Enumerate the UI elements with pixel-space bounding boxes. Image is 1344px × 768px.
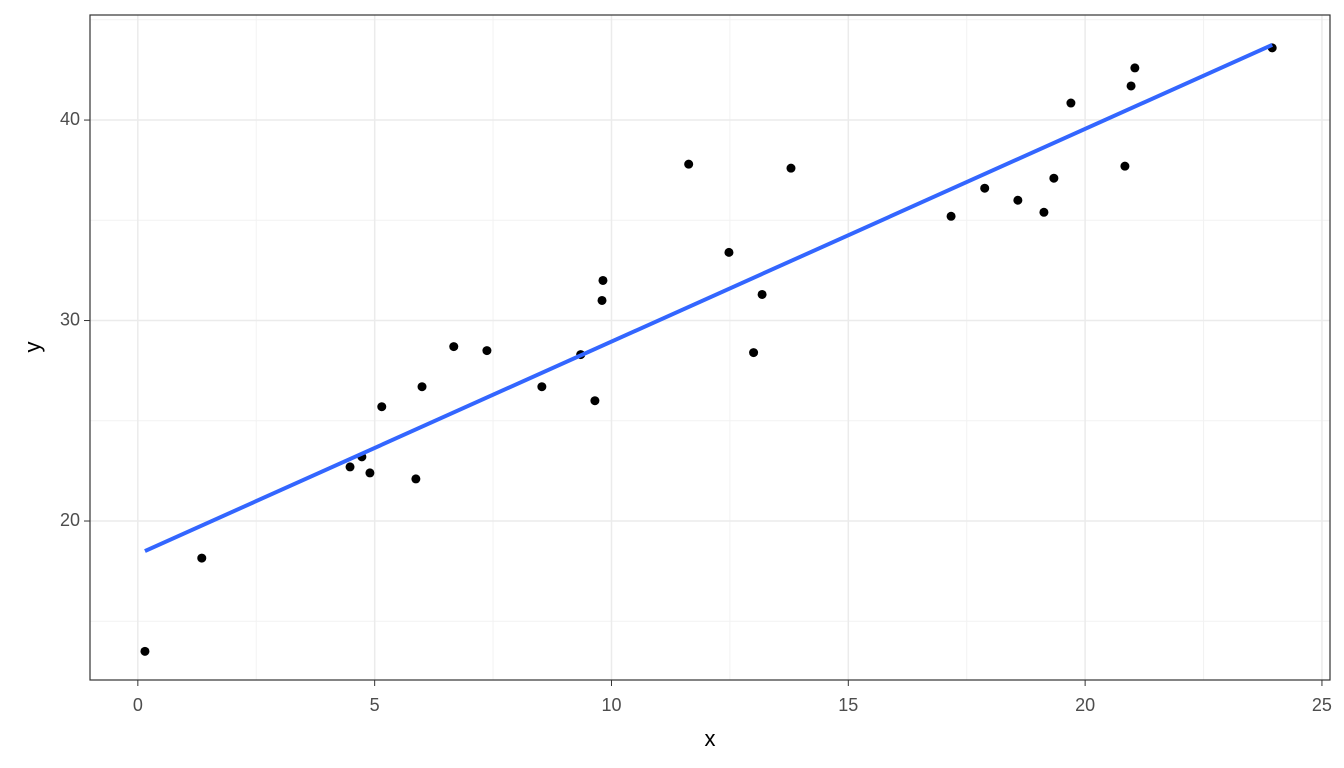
point: [411, 474, 421, 484]
point: [377, 402, 387, 412]
point: [449, 342, 459, 352]
x-axis-label: x: [705, 726, 716, 751]
point: [365, 468, 375, 478]
point: [1039, 207, 1049, 217]
point: [482, 346, 492, 356]
point: [980, 183, 990, 193]
point: [1013, 195, 1023, 205]
point: [1066, 98, 1076, 108]
x-tick-label: 0: [133, 695, 143, 715]
point: [1120, 161, 1130, 171]
point: [417, 382, 427, 392]
point: [537, 382, 547, 392]
y-tick-label: 40: [60, 109, 80, 129]
plot-border: [89, 14, 1331, 681]
x-tick-label: 15: [838, 695, 858, 715]
point: [946, 211, 956, 221]
y-axis-label: y: [20, 342, 45, 353]
point: [1126, 81, 1136, 91]
point: [590, 396, 600, 406]
point: [786, 163, 796, 173]
trend-line: [144, 43, 1274, 553]
point: [1130, 63, 1140, 73]
point: [684, 159, 694, 169]
point: [724, 247, 734, 257]
point: [1049, 173, 1059, 183]
point: [749, 348, 759, 358]
point: [598, 275, 608, 285]
x-tick-label: 10: [601, 695, 621, 715]
x-tick-label: 20: [1075, 695, 1095, 715]
y-tick-label: 20: [60, 510, 80, 530]
x-tick-label: 25: [1312, 695, 1332, 715]
point: [597, 295, 607, 305]
point: [345, 462, 355, 472]
point: [197, 553, 207, 563]
y-tick-label: 30: [60, 309, 80, 329]
point: [140, 646, 150, 656]
x-tick-label: 5: [370, 695, 380, 715]
point: [757, 289, 767, 299]
